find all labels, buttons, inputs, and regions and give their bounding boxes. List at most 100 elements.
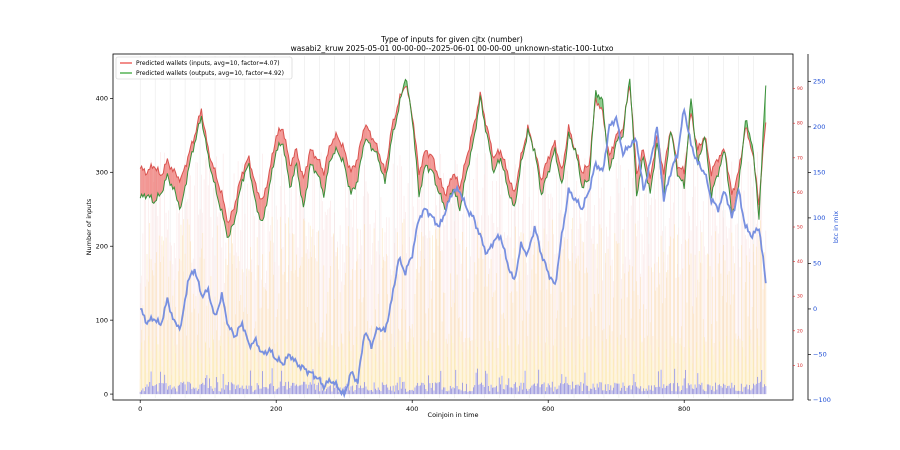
y-tick-label: 100 <box>96 316 108 324</box>
y-axis-label: Number of inputs <box>85 198 93 255</box>
difference-fill <box>262 196 264 221</box>
difference-fill <box>682 166 685 189</box>
series-lines <box>139 78 767 399</box>
difference-fill <box>341 143 343 162</box>
y3-tick-label: 70 <box>797 155 803 161</box>
difference-fill <box>273 144 275 167</box>
difference-fill <box>420 166 422 189</box>
difference-fill <box>285 139 288 170</box>
difference-fill <box>191 141 194 152</box>
difference-fill <box>467 149 470 168</box>
difference-fill <box>234 201 236 225</box>
difference-fill <box>348 165 350 187</box>
difference-fill <box>336 132 338 152</box>
difference-fill <box>351 166 353 195</box>
legend: Predicted wallets (inputs, avg=10, facto… <box>115 56 293 80</box>
difference-fill <box>712 165 715 188</box>
difference-fill <box>170 167 172 186</box>
y-tick-label: 0 <box>104 390 108 398</box>
difference-fill <box>714 161 716 185</box>
difference-fill <box>276 135 278 151</box>
y3-tick-label: 80 <box>797 121 803 127</box>
chart-subtitle: wasabi2_kruw 2025-05-01 00-00-00--2025-0… <box>291 44 614 53</box>
difference-fill <box>182 170 184 201</box>
difference-fill <box>507 171 509 195</box>
y2-axis-label: btc in mix <box>832 211 840 243</box>
difference-fill <box>394 114 396 130</box>
difference-fill <box>586 166 588 182</box>
difference-fill <box>612 147 614 159</box>
difference-fill <box>677 167 679 177</box>
difference-fill <box>232 209 235 225</box>
difference-fill <box>435 169 437 187</box>
difference-fill <box>310 149 312 166</box>
difference-fill <box>198 115 201 124</box>
difference-fill <box>247 155 249 167</box>
difference-fill <box>353 165 356 190</box>
difference-fill <box>716 159 719 177</box>
difference-fill <box>261 198 263 221</box>
difference-fill <box>185 165 187 187</box>
difference-fill <box>390 127 392 146</box>
difference-fill <box>149 163 152 198</box>
difference-fill <box>272 152 274 169</box>
difference-fill <box>257 192 259 213</box>
difference-fill <box>599 97 602 109</box>
difference-fill <box>356 159 358 183</box>
difference-fill <box>157 167 160 197</box>
y2-tick-label: 200 <box>813 123 825 131</box>
difference-fill <box>317 159 319 177</box>
difference-fill <box>295 148 297 167</box>
difference-fill <box>438 176 440 194</box>
difference-fill <box>503 159 505 172</box>
difference-fill <box>289 165 292 188</box>
difference-fill <box>424 150 426 169</box>
difference-fill <box>542 168 545 193</box>
difference-fill <box>425 150 428 166</box>
difference-fill <box>733 188 735 210</box>
difference-fill <box>439 178 441 194</box>
y-tick-label: 300 <box>96 168 108 176</box>
y3-tick-label: 30 <box>797 294 803 300</box>
difference-fill <box>228 219 230 238</box>
difference-fill <box>393 119 395 130</box>
difference-fill <box>220 190 222 211</box>
difference-fill <box>545 162 547 179</box>
difference-fill <box>172 168 175 190</box>
difference-fill <box>281 129 283 145</box>
difference-fill <box>178 176 180 210</box>
difference-fill <box>493 155 496 173</box>
difference-fill <box>421 156 424 186</box>
difference-fill <box>229 211 232 235</box>
difference-fill <box>453 174 455 191</box>
difference-fill <box>142 168 145 197</box>
difference-fill <box>368 130 371 144</box>
chart-title: Type of inputs for given cjtx (number) <box>380 35 523 44</box>
difference-fill <box>159 173 161 197</box>
right-axis-blue: −100 −50 0 50 100 150 200 250 <box>807 54 831 404</box>
difference-fill <box>428 154 430 173</box>
y-tick-label: 200 <box>96 242 108 250</box>
y3-tick-label: 60 <box>797 190 803 196</box>
difference-fill <box>152 166 154 204</box>
difference-fill <box>352 165 354 189</box>
difference-fill <box>440 178 443 202</box>
difference-fill <box>179 177 181 210</box>
difference-fill <box>204 126 206 139</box>
y3-tick-label: 90 <box>797 86 803 92</box>
difference-fill <box>231 210 233 227</box>
difference-fill <box>681 166 683 181</box>
difference-fill <box>365 125 368 141</box>
btc-in-mix-line <box>140 106 767 399</box>
legend-label-inputs: Predicted wallets (inputs, avg=10, facto… <box>136 60 280 67</box>
x-tick-label: 0 <box>138 405 142 413</box>
difference-fill <box>382 163 384 175</box>
difference-fill <box>331 139 334 159</box>
difference-fill <box>147 169 149 197</box>
difference-fill <box>265 187 267 208</box>
difference-fill <box>715 159 717 180</box>
y3-tick-label: 20 <box>797 328 803 334</box>
difference-fill <box>306 166 308 191</box>
bottom-axis: 0 200 400 600 800 <box>138 400 690 413</box>
